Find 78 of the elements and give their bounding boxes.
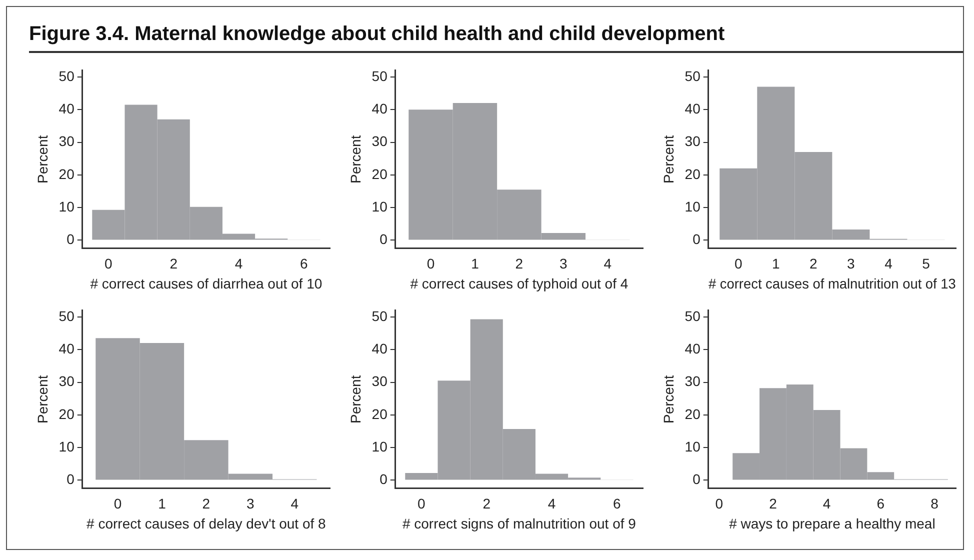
x-tick-label: 0 xyxy=(426,256,435,272)
y-tick-label: 50 xyxy=(58,68,75,84)
x-axis-title: # correct signs of malnutrition out of 9 xyxy=(402,515,636,532)
y-axis-title: Percent xyxy=(347,375,364,424)
y-tick-label: 20 xyxy=(58,406,75,422)
y-tick-label: 50 xyxy=(684,308,701,324)
y-tick-label: 0 xyxy=(66,231,75,248)
y-tick-label: 30 xyxy=(372,133,388,150)
y-tick-label: 10 xyxy=(372,438,388,454)
y-tick-label: 40 xyxy=(684,340,701,356)
y-tick-label: 0 xyxy=(692,231,701,248)
x-tick-label: 0 xyxy=(114,496,122,512)
y-tick-label: 30 xyxy=(684,133,701,150)
x-tick-label: 2 xyxy=(482,496,491,512)
y-tick-label: 0 xyxy=(66,471,75,488)
x-tick-label: 5 xyxy=(922,256,930,272)
x-tick-label: 4 xyxy=(290,496,299,512)
x-tick-label: 4 xyxy=(604,256,612,272)
x-tick-label: 4 xyxy=(548,496,556,512)
y-tick-label: 40 xyxy=(684,100,701,116)
x-tick-label: 4 xyxy=(822,496,831,512)
x-tick-label: 2 xyxy=(769,496,778,512)
x-tick-label: 4 xyxy=(884,256,893,272)
y-tick-label: 0 xyxy=(380,231,388,248)
y-tick-label: 40 xyxy=(58,100,75,116)
x-tick-label: 0 xyxy=(418,496,426,512)
x-tick-label: 0 xyxy=(715,496,724,512)
y-tick-label: 20 xyxy=(58,166,75,182)
x-axis-title: # correct causes of malnutrition out of 13 xyxy=(708,275,956,292)
y-tick-label: 20 xyxy=(372,406,388,422)
y-tick-label: 50 xyxy=(372,308,388,324)
x-tick-label: 3 xyxy=(246,496,255,512)
y-tick-label: 40 xyxy=(372,100,388,116)
x-tick-label: 1 xyxy=(471,256,480,272)
y-tick-label: 30 xyxy=(58,133,75,150)
x-axis-title: # ways to prepare a healthy meal xyxy=(729,515,936,532)
x-tick-label: 0 xyxy=(734,256,742,272)
x-tick-label: 1 xyxy=(158,496,166,512)
x-tick-label: 2 xyxy=(810,256,818,272)
x-axis-title: # correct causes of delay dev't out of 8 xyxy=(86,515,326,532)
y-tick-label: 10 xyxy=(58,198,75,214)
y-tick-label: 50 xyxy=(58,308,75,324)
y-tick-label: 20 xyxy=(684,406,701,422)
y-tick-label: 40 xyxy=(372,340,388,356)
y-tick-label: 50 xyxy=(372,68,388,84)
y-tick-label: 30 xyxy=(372,373,388,390)
x-axis-title: # correct causes of typhoid out of 4 xyxy=(410,275,628,292)
x-tick-label: 3 xyxy=(560,256,568,272)
y-tick-label: 20 xyxy=(372,166,388,182)
x-tick-label: 2 xyxy=(202,496,210,512)
x-tick-label: 6 xyxy=(876,496,885,512)
y-tick-label: 40 xyxy=(58,340,75,356)
x-axis-title: # correct causes of diarrhea out of 10 xyxy=(90,275,322,292)
y-tick-label: 10 xyxy=(684,198,701,214)
text: Figure 3.4. Maternal knowledge about child health and child development xyxy=(29,23,725,46)
y-axis-title: Percent xyxy=(660,135,676,184)
x-tick-label: 2 xyxy=(515,256,524,272)
y-axis-title: Percent xyxy=(660,375,676,424)
y-axis-title: Percent xyxy=(34,135,50,184)
x-tick-label: 4 xyxy=(234,256,243,272)
y-tick-label: 30 xyxy=(58,373,75,390)
x-tick-label: 6 xyxy=(613,496,622,512)
x-tick-label: 0 xyxy=(104,256,113,272)
y-axis-title: Percent xyxy=(347,135,364,184)
x-tick-label: 8 xyxy=(930,496,939,512)
y-tick-label: 20 xyxy=(684,166,701,182)
x-tick-label: 2 xyxy=(170,256,178,272)
y-tick-label: 10 xyxy=(684,438,701,454)
y-tick-label: 30 xyxy=(684,373,701,390)
y-tick-label: 50 xyxy=(684,68,701,84)
y-axis-title: Percent xyxy=(34,375,50,424)
y-tick-label: 0 xyxy=(692,471,701,488)
y-tick-label: 10 xyxy=(58,438,75,454)
y-tick-label: 10 xyxy=(372,198,388,214)
x-tick-label: 6 xyxy=(300,256,308,272)
y-tick-label: 0 xyxy=(380,471,388,488)
x-tick-label: 3 xyxy=(847,256,856,272)
x-tick-label: 1 xyxy=(772,256,780,272)
